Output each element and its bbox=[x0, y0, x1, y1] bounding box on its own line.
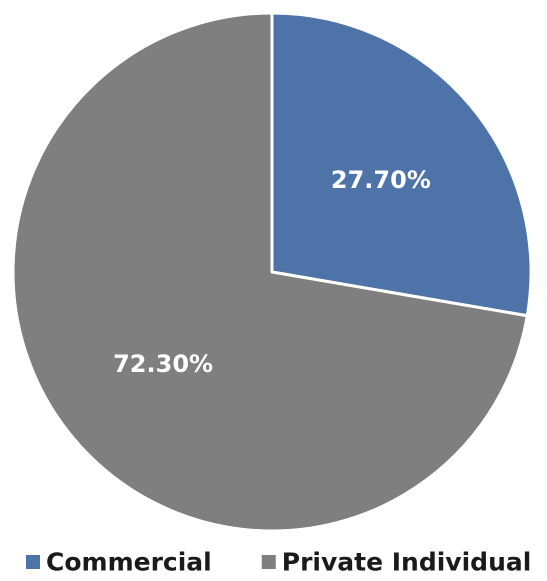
legend-swatch-commercial bbox=[26, 555, 40, 569]
legend-label-private-individual: Private Individual bbox=[282, 548, 532, 577]
data-label-private-individual: 72.30% bbox=[113, 350, 213, 378]
pie-data-labels: 27.70% 72.30% bbox=[113, 166, 431, 378]
pie-slice-private-individual bbox=[11, 11, 529, 533]
legend: Commercial Private Individual bbox=[26, 548, 531, 577]
legend-label-commercial: Commercial bbox=[46, 548, 212, 577]
legend-swatch-private-individual bbox=[261, 555, 276, 569]
pie-slices bbox=[11, 11, 533, 533]
data-label-commercial: 27.70% bbox=[331, 166, 431, 194]
pie-slice-commercial bbox=[270, 11, 533, 318]
